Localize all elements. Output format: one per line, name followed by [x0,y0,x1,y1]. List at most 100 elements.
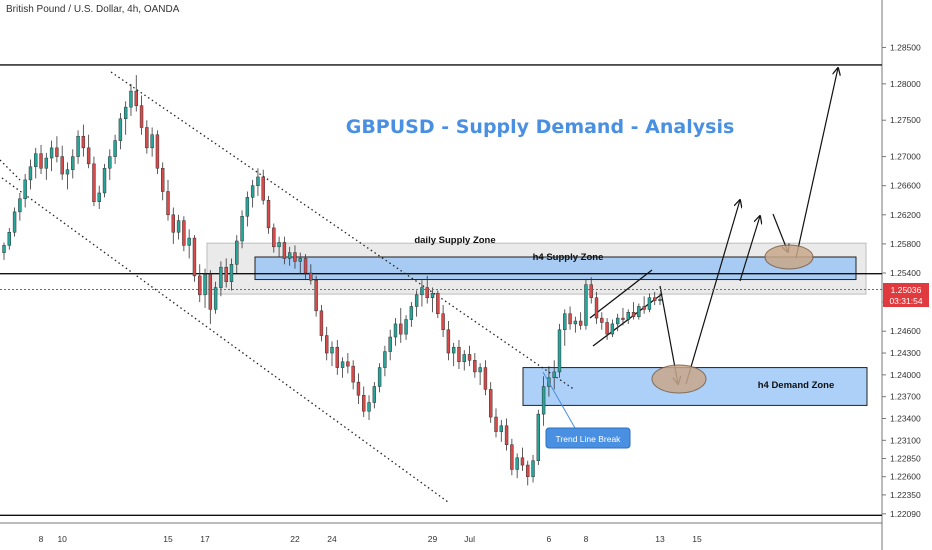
candle [92,156,96,207]
candle [309,264,313,285]
candle [637,303,641,320]
candle-body [129,90,133,108]
candle-body [182,220,186,246]
candle [478,363,482,386]
candle [213,281,218,314]
candle [245,191,250,227]
candle-body [383,351,387,368]
candle [473,353,477,378]
candle-body [325,335,329,354]
candle-body [2,245,6,253]
candle-body [18,198,22,213]
candle [589,277,593,304]
candle-body [198,275,202,296]
candle-body [615,317,620,325]
candle-body [298,258,302,262]
candle-body [86,147,91,165]
candle [367,395,371,420]
candle-body [388,336,392,352]
candle [526,460,530,486]
candle [261,169,265,205]
candle-body [605,322,609,335]
trend-line-break-callout: Trend Line Break [542,371,631,449]
candle-body [256,176,260,186]
candle [568,306,572,330]
candle [49,140,54,172]
candle-body [187,237,191,246]
candle-body [372,386,377,403]
candle [60,145,64,180]
candle-body [642,306,646,310]
candle [451,342,456,367]
candle-body [499,425,503,432]
x-tick-label: 17 [200,534,210,544]
candle [293,245,297,269]
candle [71,149,75,179]
candle-body [282,242,287,259]
candle-body [594,297,599,319]
candle [436,290,440,319]
x-tick-label: 29 [428,534,438,544]
candle [250,179,255,208]
candle-body [420,287,424,296]
candle-body [134,90,138,106]
candle [430,287,435,313]
candle-body [626,312,630,320]
candle [34,147,38,179]
candle [515,453,519,479]
candle-body [414,294,419,307]
candle-body [92,163,96,202]
candle [446,321,451,361]
candle-body [653,297,657,301]
candle [425,275,429,304]
candle [563,309,567,346]
candle-body [446,329,451,354]
candle-body [155,134,160,169]
candle [642,296,646,314]
candle-body [515,457,519,470]
candle-body [97,192,101,202]
candle [182,216,186,252]
y-tick-label: 1.23400 [890,414,921,424]
y-tick-label: 1.24600 [890,326,921,336]
y-tick-label: 1.27000 [890,152,921,162]
candle-body [393,323,398,338]
candle-body [229,264,234,282]
chart-title: GBPUSD - Supply Demand - Analysis [346,116,735,138]
candle [346,353,350,374]
candle [340,357,345,378]
candle-body [44,157,49,169]
candle [303,254,308,279]
candle [86,134,91,169]
candle [372,382,377,409]
candle-body [451,346,456,354]
candle [462,350,466,371]
candle [631,302,636,320]
candle [97,185,101,209]
candle [229,258,234,291]
candle-body [557,329,562,373]
candle [203,268,207,308]
candle-body [536,413,541,461]
candle [457,339,461,370]
candle-body [213,287,218,310]
candle [314,275,318,317]
y-tick-label: 1.27500 [890,115,921,125]
candle-body [409,306,414,320]
candle-body [430,293,435,298]
candle [605,318,609,340]
x-tick-label: Jul [464,534,475,544]
x-tick-label: 10 [57,534,67,544]
candle-body [504,425,509,445]
candle [176,214,181,240]
candle [319,305,324,342]
candle [108,149,112,180]
candle [362,386,366,418]
price-tag-box [883,283,929,307]
candle-body [123,106,128,120]
x-tick-label: 13 [655,534,665,544]
arrow-up-target [795,68,838,259]
candle [55,136,59,163]
candle-body [610,323,615,335]
